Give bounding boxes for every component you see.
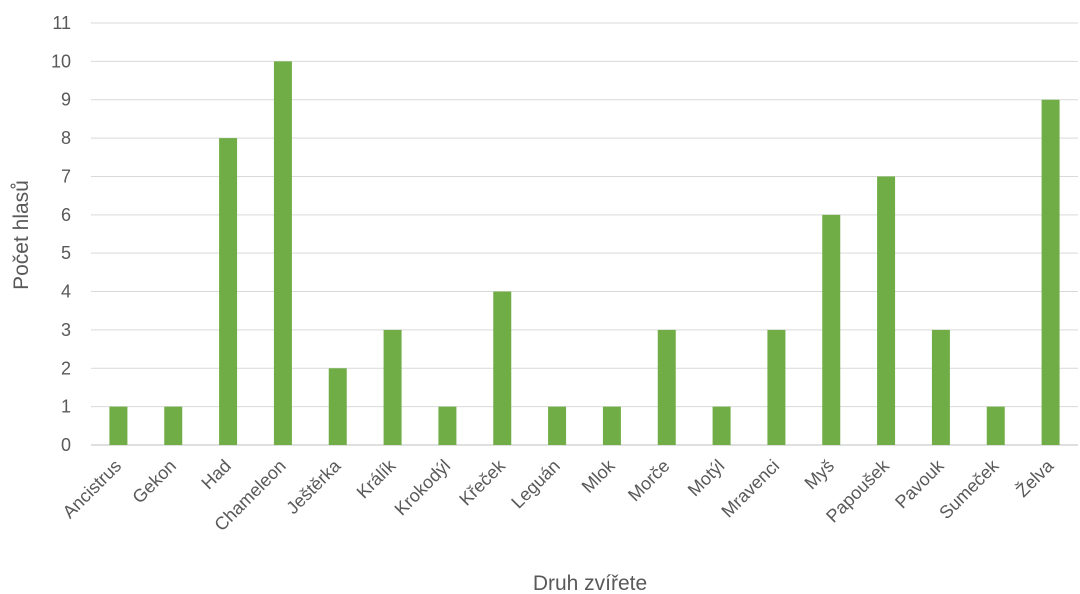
x-tick-label: Had [197,456,234,493]
bar [493,291,512,445]
y-tick-label: 11 [52,13,71,33]
y-tick-labels: 0 1 2 3 4 5 6 7 8 9 10 11 [51,13,71,455]
y-tick-label: 9 [61,90,71,110]
y-tick-label: 5 [61,243,71,263]
y-tick-label: 4 [61,282,71,302]
y-tick-label: 1 [61,397,71,417]
bar [273,61,292,445]
bar [822,214,841,445]
bar [548,406,567,445]
y-axis-title: Počet hlasů [10,180,33,290]
x-axis-title: Druh zvířete [533,572,647,594]
bar [383,329,402,445]
x-tick-label: Křeček [455,455,509,509]
x-tick-label: Myš [801,456,838,493]
x-tick-label: Králík [353,455,400,502]
x-tick-label: Ancistrus [59,456,125,522]
bar [109,406,128,445]
x-tick-label: Morče [624,456,674,506]
bar [931,329,950,445]
x-tick-label: Mravenci [717,456,783,522]
bar [712,406,731,445]
x-tick-label: Sumeček [935,455,1003,523]
bar [219,138,238,445]
bar [438,406,457,445]
bar [164,406,183,445]
y-tick-label: 10 [51,51,71,71]
x-tick-label: Gekon [128,456,180,508]
y-tick-label: 7 [61,166,71,186]
x-tick-label: Ještěrka [282,455,345,518]
x-tick-label: Motýl [684,456,729,501]
bar [1041,99,1060,446]
bar [602,406,621,445]
bar [877,176,896,446]
bar [657,329,676,445]
bar [328,368,347,445]
y-tick-label: 0 [61,435,71,455]
y-tick-label: 2 [61,358,71,378]
x-tick-label: Krokodýl [391,456,455,520]
bars [109,61,1060,446]
y-tick-label: 3 [61,320,71,340]
x-tick-label: Mlok [578,455,620,497]
y-tick-label: 8 [61,128,71,148]
y-tick-label: 6 [61,205,71,225]
bar [986,406,1005,445]
gridlines [91,22,1078,446]
x-tick-label: Leguán [507,456,564,513]
bar [767,329,786,445]
x-tick-label: Želva [1012,455,1058,501]
